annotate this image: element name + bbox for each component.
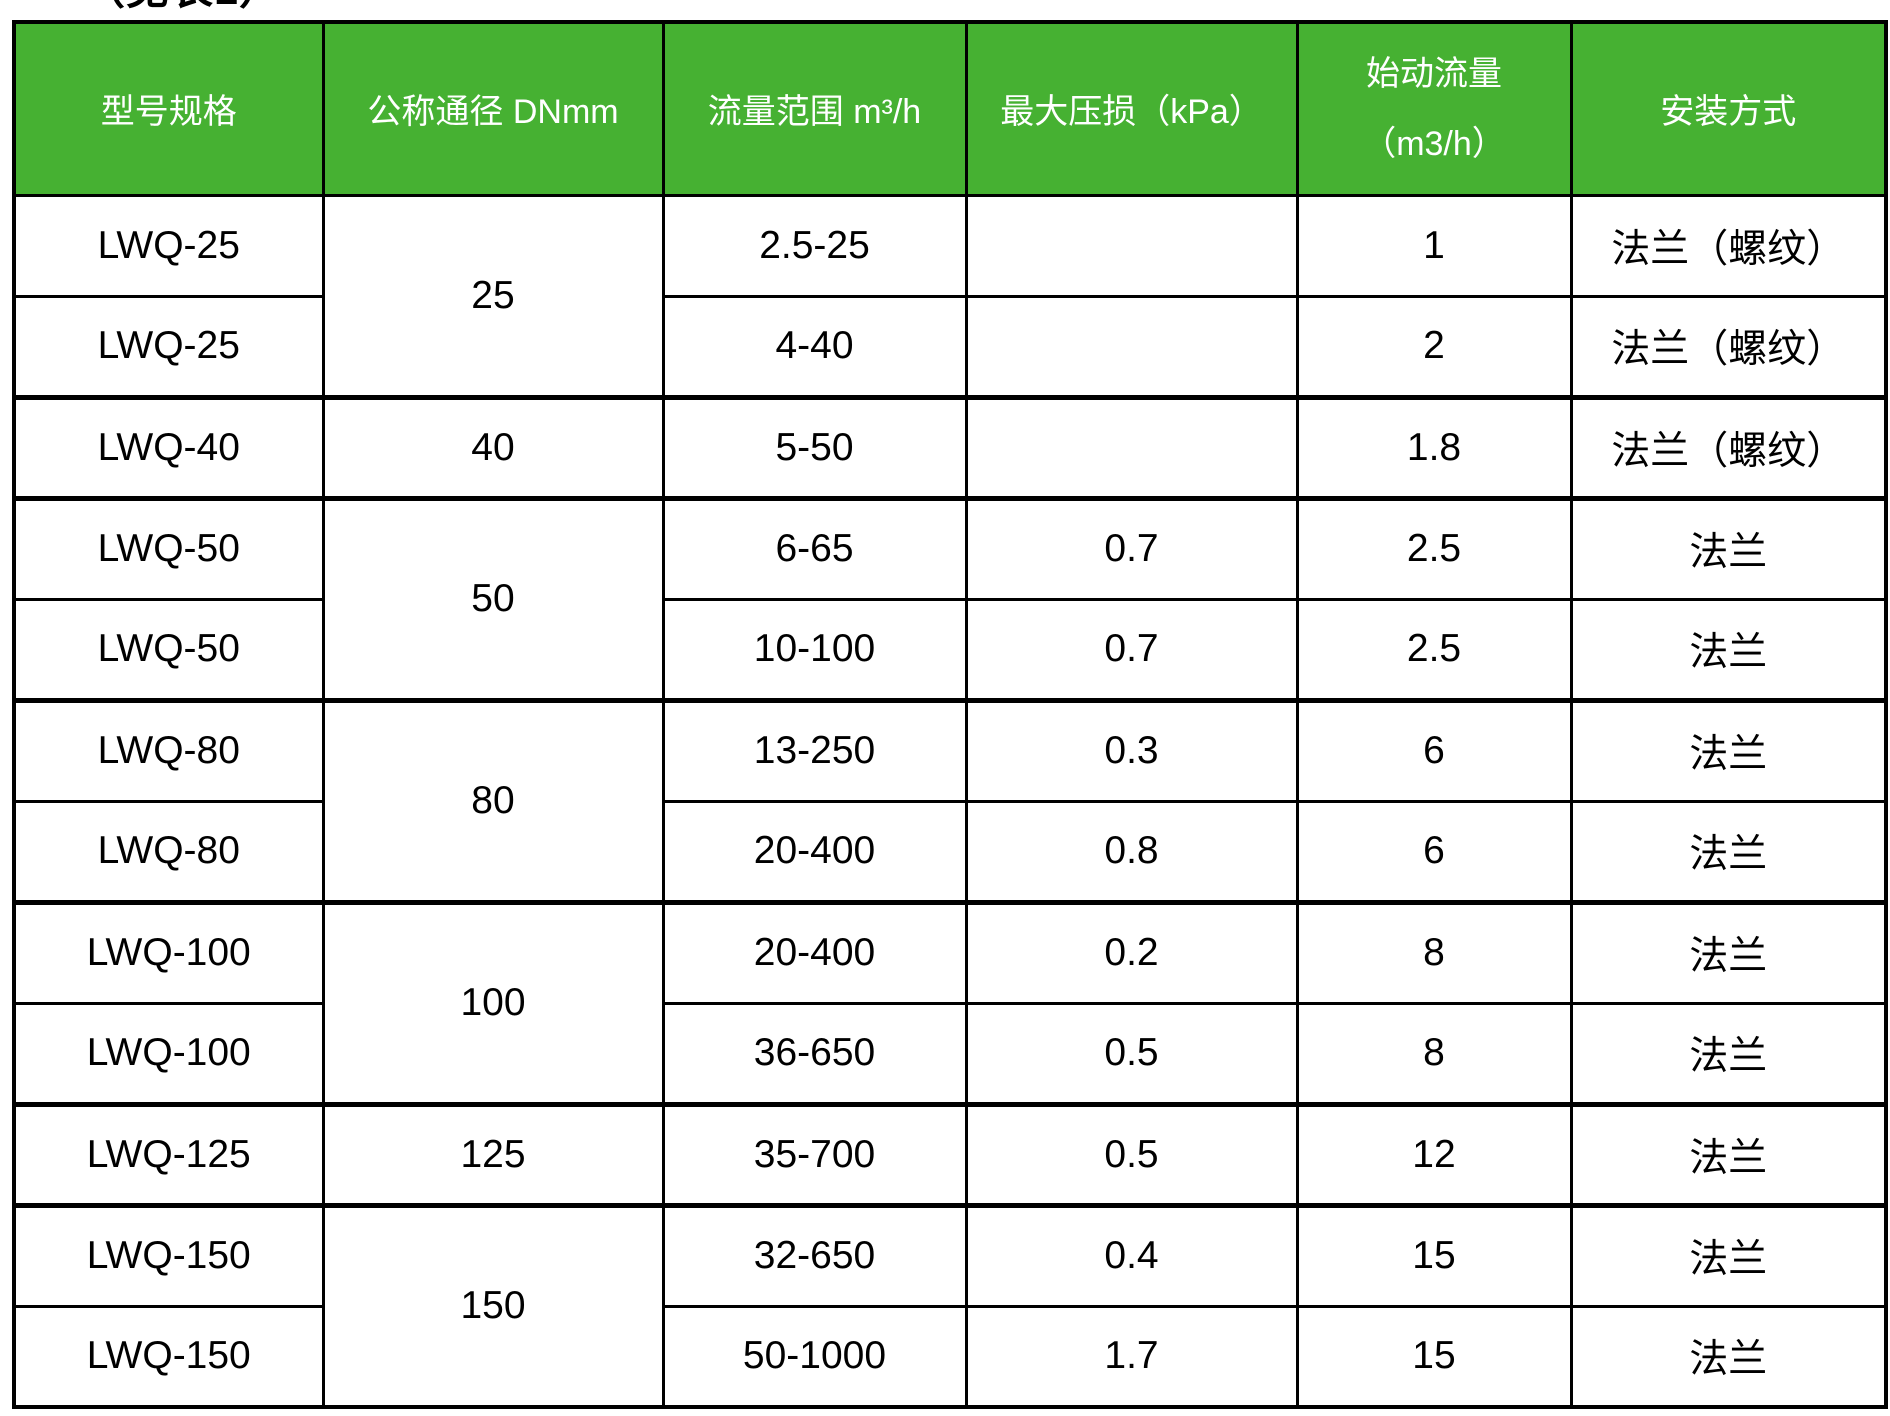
cell-start-flow: 12 (1295, 1101, 1573, 1207)
cell-model: LWQ-125 (12, 1101, 325, 1207)
cell-dn: 125 (321, 1101, 665, 1207)
col-header-install: 安装方式 (1569, 20, 1888, 197)
cell-dn: 80 (321, 697, 665, 904)
cell-pressure-loss: 0.5 (964, 1001, 1299, 1106)
table-row: LWQ-150 50-1000 1.7 15 法兰 (12, 1304, 1888, 1409)
cell-start-flow: 1.8 (1295, 394, 1573, 500)
table-row: LWQ-50 10-100 0.7 2.5 法兰 (12, 597, 1888, 702)
cell-dn: 100 (321, 899, 665, 1106)
col-header-start-flow-line2: （m3/h） (1362, 124, 1506, 163)
cell-flow-range: 4-40 (661, 294, 968, 399)
cell-pressure-loss (964, 193, 1299, 298)
table-row: LWQ-100 100 20-400 0.2 8 法兰 (12, 899, 1888, 1106)
table-row: LWQ-40 40 5-50 1.8 法兰（螺纹） (12, 394, 1888, 500)
cell-start-flow: 2.5 (1295, 597, 1573, 702)
col-header-start-flow-line1: 始动流量 (1366, 54, 1502, 93)
cell-dn: 50 (321, 495, 665, 702)
cell-dn: 25 (321, 193, 665, 399)
cell-pressure-loss (964, 394, 1299, 500)
cell-dn: 40 (321, 394, 665, 500)
cell-model: LWQ-100 (12, 1001, 325, 1106)
cell-pressure-loss: 0.7 (964, 597, 1299, 702)
cell-install: 法兰 (1569, 597, 1888, 702)
cell-flow-range: 5-50 (661, 394, 968, 500)
cell-flow-range: 35-700 (661, 1101, 968, 1207)
cell-model: LWQ-40 (12, 394, 325, 500)
table-body: LWQ-25 25 2.5-25 1 法兰（螺纹） LWQ-25 4-40 2 … (12, 193, 1888, 1409)
cell-pressure-loss: 0.8 (964, 799, 1299, 904)
cell-flow-range: 32-650 (661, 1202, 968, 1308)
cell-start-flow: 6 (1295, 799, 1573, 904)
cell-flow-range: 20-400 (661, 799, 968, 904)
table-row: LWQ-100 36-650 0.5 8 法兰 (12, 1001, 1888, 1106)
cell-install: 法兰 (1569, 799, 1888, 904)
header-line-gap (1305, 102, 1564, 116)
cell-model: LWQ-25 (12, 294, 325, 399)
table-row: LWQ-50 50 6-65 0.7 2.5 法兰 (12, 495, 1888, 702)
cell-install: 法兰 (1569, 1202, 1888, 1308)
table-row: LWQ-80 20-400 0.8 6 法兰 (12, 799, 1888, 904)
cell-model: LWQ-150 (12, 1202, 325, 1308)
cell-install: 法兰 (1569, 1304, 1888, 1409)
cell-start-flow: 15 (1295, 1202, 1573, 1308)
cell-model: LWQ-150 (12, 1304, 325, 1409)
col-header-flow-range: 流量范围 m³/h (661, 20, 968, 197)
cell-pressure-loss (964, 294, 1299, 399)
cell-start-flow: 8 (1295, 1001, 1573, 1106)
cell-pressure-loss: 1.7 (964, 1304, 1299, 1409)
cell-flow-range: 2.5-25 (661, 193, 968, 298)
cell-flow-range: 10-100 (661, 597, 968, 702)
spec-table: 型号规格 公称通径 DNmm 流量范围 m³/h 最大压损（kPa） 始动流量 … (12, 20, 1888, 1409)
table-row: LWQ-80 80 13-250 0.3 6 法兰 (12, 697, 1888, 904)
cell-install: 法兰 (1569, 495, 1888, 601)
table-row: LWQ-125 125 35-700 0.5 12 法兰 (12, 1101, 1888, 1207)
table-row: LWQ-150 150 32-650 0.4 15 法兰 (12, 1202, 1888, 1409)
cell-flow-range: 36-650 (661, 1001, 968, 1106)
header-row: 型号规格 公称通径 DNmm 流量范围 m³/h 最大压损（kPa） 始动流量 … (12, 20, 1888, 197)
col-header-max-pressure-loss: 最大压损（kPa） (964, 20, 1299, 197)
cell-start-flow: 2 (1295, 294, 1573, 399)
table-row: LWQ-25 4-40 2 法兰（螺纹） (12, 294, 1888, 399)
cell-start-flow: 8 (1295, 899, 1573, 1005)
cell-install: 法兰 (1569, 1101, 1888, 1207)
col-header-dn: 公称通径 DNmm (321, 20, 665, 197)
cell-pressure-loss: 0.2 (964, 899, 1299, 1005)
cell-pressure-loss: 0.4 (964, 1202, 1299, 1308)
cell-install: 法兰 (1569, 697, 1888, 803)
cell-dn: 150 (321, 1202, 665, 1409)
cell-start-flow: 15 (1295, 1304, 1573, 1409)
cell-model: LWQ-25 (12, 193, 325, 298)
col-header-model: 型号规格 (12, 20, 325, 197)
table-header: 型号规格 公称通径 DNmm 流量范围 m³/h 最大压损（kPa） 始动流量 … (12, 20, 1888, 197)
cell-install: 法兰（螺纹） (1569, 193, 1888, 298)
cell-pressure-loss: 0.7 (964, 495, 1299, 601)
cell-start-flow: 6 (1295, 697, 1573, 803)
col-header-start-flow: 始动流量 （m3/h） (1295, 20, 1573, 197)
caption-partial: （见表1） (82, 0, 283, 14)
cell-flow-range: 6-65 (661, 495, 968, 601)
cell-pressure-loss: 0.5 (964, 1101, 1299, 1207)
table-row: LWQ-25 25 2.5-25 1 法兰（螺纹） (12, 193, 1888, 399)
cell-model: LWQ-80 (12, 799, 325, 904)
cell-flow-range: 13-250 (661, 697, 968, 803)
cell-install: 法兰（螺纹） (1569, 394, 1888, 500)
cell-model: LWQ-100 (12, 899, 325, 1005)
cell-flow-range: 50-1000 (661, 1304, 968, 1409)
cell-model: LWQ-50 (12, 597, 325, 702)
cell-install: 法兰 (1569, 899, 1888, 1005)
cell-install: 法兰（螺纹） (1569, 294, 1888, 399)
cell-model: LWQ-80 (12, 697, 325, 803)
cell-start-flow: 2.5 (1295, 495, 1573, 601)
cell-flow-range: 20-400 (661, 899, 968, 1005)
cell-model: LWQ-50 (12, 495, 325, 601)
cell-pressure-loss: 0.3 (964, 697, 1299, 803)
cell-start-flow: 1 (1295, 193, 1573, 298)
cell-install: 法兰 (1569, 1001, 1888, 1106)
